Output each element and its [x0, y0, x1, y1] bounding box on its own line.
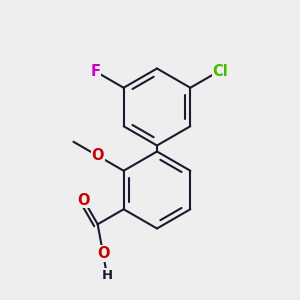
- Text: Cl: Cl: [212, 64, 228, 79]
- Text: O: O: [77, 193, 90, 208]
- Text: H: H: [101, 268, 112, 282]
- Text: F: F: [91, 64, 101, 79]
- Text: O: O: [92, 148, 104, 163]
- Text: O: O: [97, 246, 109, 261]
